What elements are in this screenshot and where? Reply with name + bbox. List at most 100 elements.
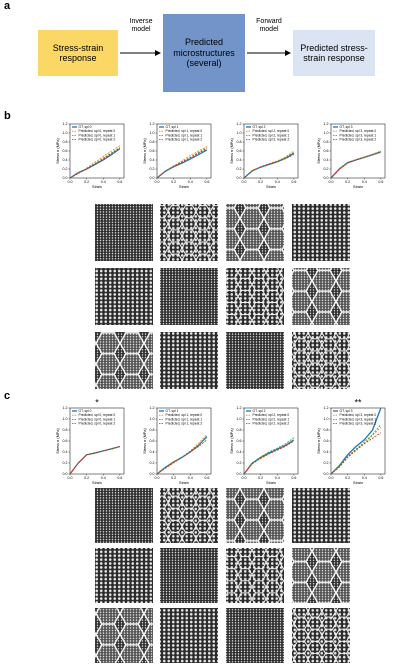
y-tick-label: 0.8 <box>63 140 68 144</box>
x-tick-label: 0.4 <box>362 476 367 480</box>
x-tick-label: 0.2 <box>258 180 263 184</box>
y-tick-label: 0.0 <box>324 472 329 476</box>
legend-label: Predicted, spl 0, repeat 0 <box>79 129 116 133</box>
microstructure-texture <box>160 608 218 663</box>
y-tick-label: 0.4 <box>150 450 155 454</box>
y-tick-label: 0.8 <box>324 140 329 144</box>
microstructure-cells <box>292 332 350 389</box>
microstructure-texture <box>95 204 153 261</box>
y-tick-label: 0.8 <box>237 140 242 144</box>
legend-label: GT, spl 2 <box>253 409 266 413</box>
y-axis-label: Stress σ (MPa) <box>143 137 147 163</box>
y-tick-label: 1.0 <box>324 131 329 135</box>
y-tick-label: 0.2 <box>63 461 68 465</box>
microstructure-cells <box>160 488 218 543</box>
x-tick-label: 0.0 <box>155 180 160 184</box>
y-tick-label: 0.8 <box>237 428 242 432</box>
microstructure-cells <box>95 332 153 389</box>
x-tick-label: 0.0 <box>68 180 73 184</box>
series-line <box>243 152 295 179</box>
series-line <box>330 150 381 179</box>
legend-label: Predicted, spl 3, repeat 1 <box>340 133 377 137</box>
legend-label: Predicted, spl 0, repeat 2 <box>79 421 116 425</box>
series-line <box>69 446 120 475</box>
legend-label: Predicted, spl 3, repeat 2 <box>340 421 377 425</box>
y-axis-label: Stress σ (MPa) <box>56 427 60 453</box>
x-tick-label: 0.2 <box>171 180 176 184</box>
y-axis-label: Stress σ (MPa) <box>317 137 321 163</box>
y-tick-label: 0.0 <box>237 472 242 476</box>
x-axis-label: Strain <box>179 481 189 485</box>
microstructure-cells <box>226 268 284 325</box>
y-axis-label: Stress σ (MPa) <box>143 427 147 453</box>
y-tick-label: 0.8 <box>150 428 155 432</box>
y-axis-label: Stress σ (MPa) <box>56 137 60 163</box>
series-line <box>330 424 382 475</box>
legend-label: Predicted, spl 2, repeat 2 <box>253 421 290 425</box>
panel-label: c <box>4 390 11 402</box>
y-tick-label: 0.6 <box>150 439 155 443</box>
series-line <box>330 407 382 475</box>
x-tick-label: 0.4 <box>188 476 193 480</box>
y-tick-label: 0.8 <box>150 140 155 144</box>
y-tick-label: 1.2 <box>63 406 68 410</box>
legend-label: Predicted, spl 2, repeat 0 <box>253 129 290 133</box>
legend-label: Predicted, spl 1, repeat 1 <box>166 417 203 421</box>
microstructure-box: Predicted microstructures (several) <box>163 14 245 92</box>
legend-label: Predicted, spl 1, repeat 0 <box>166 413 203 417</box>
y-axis-label: Stress σ (MPa) <box>230 137 234 163</box>
series-line <box>156 439 208 475</box>
x-tick-label: 0.2 <box>345 476 350 480</box>
x-tick-label: 0.4 <box>275 476 280 480</box>
microstructure-texture <box>226 332 284 389</box>
y-tick-label: 1.2 <box>324 406 329 410</box>
y-tick-label: 0.6 <box>324 149 329 153</box>
y-tick-label: 0.6 <box>150 149 155 153</box>
legend-label: GT, spl 0 <box>79 409 92 413</box>
y-tick-label: 0.4 <box>324 158 329 162</box>
series-line <box>243 440 295 475</box>
legend-label: Predicted, spl 1, repeat 0 <box>166 129 203 133</box>
legend-label: Predicted, spl 0, repeat 1 <box>79 417 116 421</box>
chart-title: * <box>95 397 99 407</box>
x-axis-label: Strain <box>353 481 363 485</box>
y-tick-label: 0.0 <box>63 176 68 180</box>
arrow-label: Forward model <box>256 18 282 33</box>
series-line <box>69 446 120 475</box>
x-tick-label: 0.2 <box>171 476 176 480</box>
series-line <box>156 437 208 475</box>
legend-label: Predicted, spl 2, repeat 1 <box>253 417 290 421</box>
x-tick-label: 0.4 <box>275 180 280 184</box>
y-tick-label: 1.2 <box>150 406 155 410</box>
y-tick-label: 1.0 <box>63 417 68 421</box>
y-tick-label: 0.4 <box>63 158 68 162</box>
chart-title: ** <box>354 397 362 407</box>
series-line <box>156 149 208 179</box>
x-tick-label: 0.2 <box>84 476 89 480</box>
output-box: Predicted stress-strain response <box>293 30 375 76</box>
y-tick-label: 0.2 <box>324 461 329 465</box>
legend-label: GT, spl 2 <box>253 125 266 129</box>
x-tick-label: 0.2 <box>345 180 350 184</box>
y-tick-label: 0.4 <box>237 450 242 454</box>
microstructure-texture <box>160 268 218 325</box>
microstructure-cells <box>292 608 350 663</box>
y-tick-label: 1.2 <box>63 122 68 126</box>
y-tick-label: 1.0 <box>150 417 155 421</box>
y-axis-label: Stress σ (MPa) <box>317 427 321 453</box>
arrow-label: Inverse model <box>129 18 153 33</box>
microstructure-cells <box>292 268 350 325</box>
x-tick-label: 0.6 <box>117 180 122 184</box>
legend-label: Predicted, spl 3, repeat 0 <box>340 413 377 417</box>
y-tick-label: 0.4 <box>324 450 329 454</box>
legend-label: Predicted, spl 1, repeat 1 <box>166 133 203 137</box>
y-tick-label: 0.0 <box>63 472 68 476</box>
x-axis-label: Strain <box>179 185 189 189</box>
y-tick-label: 1.2 <box>237 406 242 410</box>
microstructure-texture <box>95 268 153 325</box>
series-line <box>69 445 121 475</box>
x-axis-label: Strain <box>353 185 363 189</box>
microstructure-cells <box>292 548 350 603</box>
y-tick-label: 0.6 <box>63 149 68 153</box>
